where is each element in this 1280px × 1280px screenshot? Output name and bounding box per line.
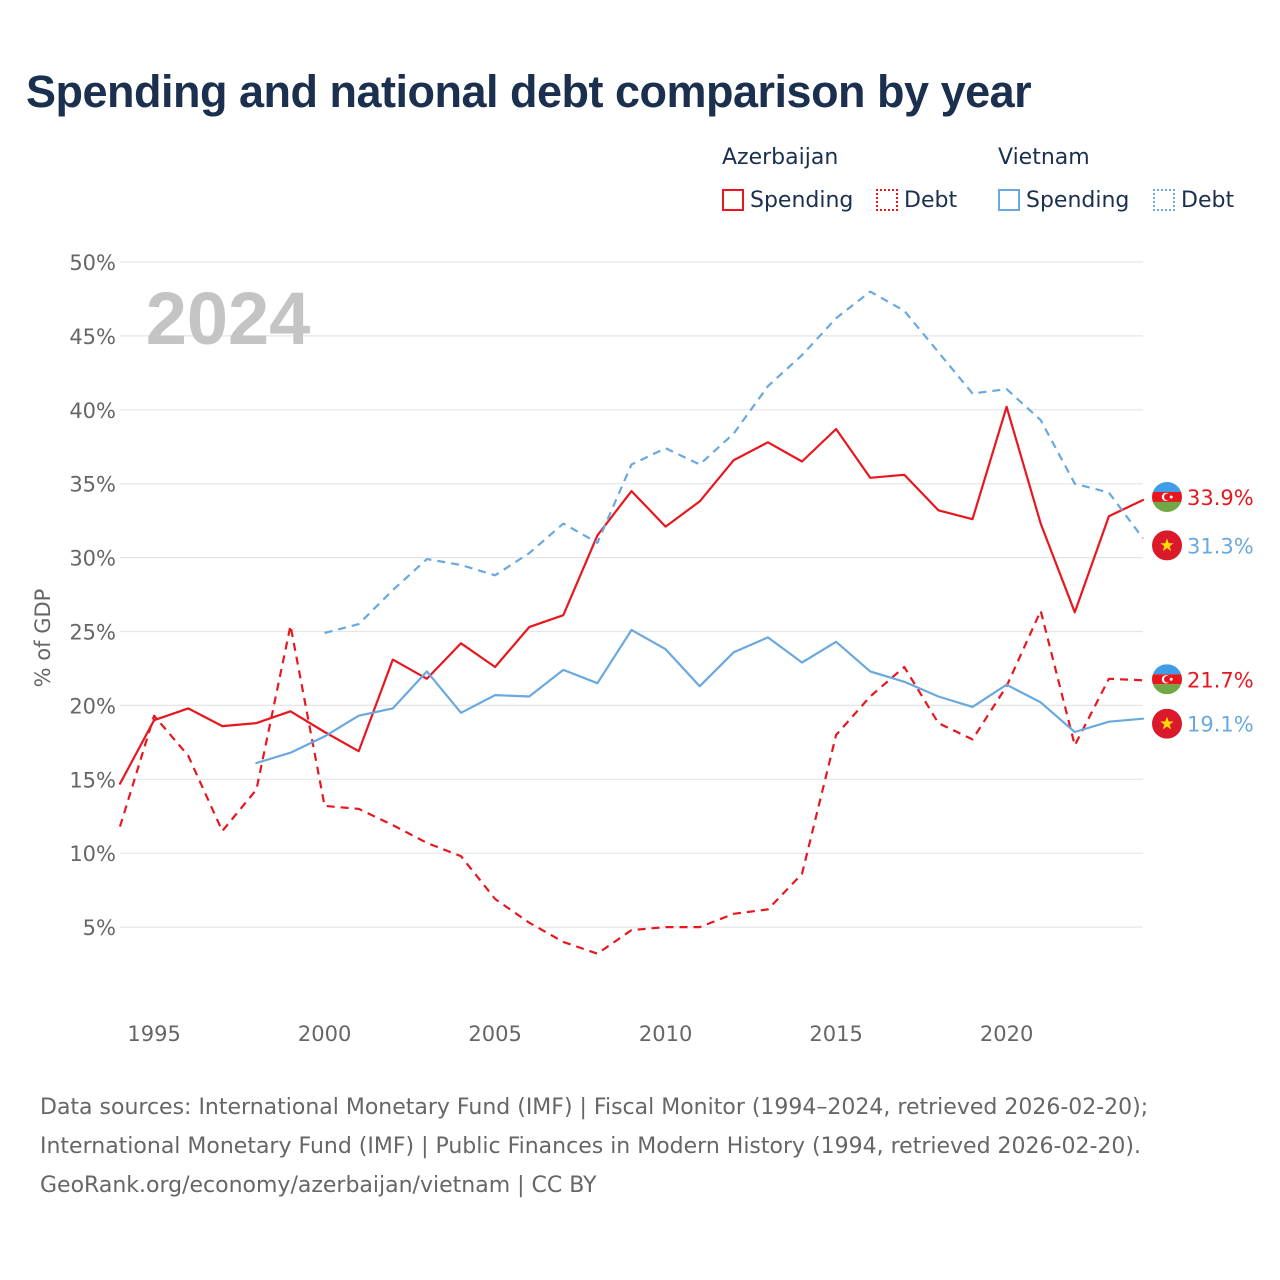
vietnam-spending-end-label: 19.1% [1187, 713, 1254, 737]
azerbaijan-debt-end-label: 21.7% [1187, 668, 1254, 692]
y-axis-ticks: 5% 10% 15% 20% 25% 30% 35% 40% 45% 50% [69, 251, 116, 940]
end-labels: 33.9% 21.7% 19.1% 31.3% [1152, 481, 1254, 739]
y-tick-label: 20% [69, 694, 116, 718]
flag-stripe-blue [1152, 481, 1182, 492]
chart-title: Spending and national debt comparison by… [26, 66, 1032, 117]
legend-label: Spending [1026, 187, 1130, 213]
vietnam-flag-icon [1152, 530, 1182, 561]
flag-stripe-green [1152, 684, 1182, 695]
flag-crescent-inner [1164, 675, 1171, 683]
x-tick-label: 2020 [980, 1022, 1033, 1046]
azerbaijan-spending-end-label: 33.9% [1187, 486, 1254, 510]
y-tick-label: 45% [69, 325, 116, 349]
legend-azerbaijan-spending[interactable]: Spending [722, 186, 853, 214]
flag-stripe-blue [1152, 664, 1182, 675]
y-tick-label: 40% [69, 399, 116, 423]
sources-line-3: GeoRank.org/economy/azerbaijan/vietnam |… [40, 1173, 597, 1198]
x-tick-label: 2010 [639, 1022, 692, 1046]
y-axis-label: % of GDP [31, 589, 55, 688]
azerbaijan-flag-icon [1152, 481, 1182, 512]
azerbaijan-debt-line [118, 609, 1144, 955]
x-tick-label: 2000 [298, 1022, 351, 1046]
legend-label: Spending [750, 187, 854, 213]
flag-body [1152, 708, 1182, 739]
legend-vietnam-debt[interactable]: Debt [1153, 186, 1234, 214]
flag-star [1160, 716, 1174, 730]
legend-label: Debt [904, 187, 958, 213]
y-tick-label: 35% [69, 473, 116, 497]
azerbaijan-flag-icon [1152, 664, 1182, 695]
flag-star [1160, 538, 1174, 552]
x-tick-label: 1995 [127, 1022, 180, 1046]
legend-swatch-dotted [876, 189, 898, 211]
flag-star [1169, 495, 1173, 499]
vietnam-debt-end-label: 31.3% [1187, 534, 1254, 558]
legend-label: Debt [1181, 187, 1235, 213]
x-tick-label: 2005 [468, 1022, 521, 1046]
vietnam-flag-icon [1152, 708, 1182, 739]
series [118, 290, 1145, 955]
legend-azerbaijan-debt[interactable]: Debt [876, 186, 957, 214]
legend-azerbaijan-heading: Azerbaijan [722, 145, 839, 170]
legend-vietnam-heading: Vietnam [998, 145, 1090, 170]
legend-swatch-solid [998, 189, 1020, 211]
y-tick-label: 25% [69, 621, 116, 645]
sources-line-1: Data sources: International Monetary Fun… [40, 1095, 1149, 1120]
y-tick-label: 30% [69, 547, 116, 571]
legend-swatch-solid [722, 189, 744, 211]
sources-note: Data sources: International Monetary Fun… [40, 1088, 1148, 1205]
flag-body [1152, 664, 1182, 695]
legend-vietnam-spending[interactable]: Spending [998, 186, 1129, 214]
gridlines [120, 261, 1143, 928]
x-tick-label: 2015 [809, 1022, 862, 1046]
year-watermark: 2024 [146, 277, 311, 360]
flag-body [1152, 530, 1182, 561]
y-tick-label: 10% [69, 842, 116, 866]
flag-star [1169, 677, 1173, 681]
flag-stripe-green [1152, 501, 1182, 512]
y-tick-label: 50% [69, 251, 116, 275]
y-tick-label: 15% [69, 768, 116, 792]
azerbaijan-spending-line [118, 405, 1145, 785]
x-axis-ticks: 1995 2000 2005 2010 2015 2020 [127, 1022, 1033, 1046]
flag-crescent-inner [1164, 493, 1171, 501]
flag-body [1152, 481, 1182, 512]
y-tick-label: 5% [83, 916, 116, 940]
legend-swatch-dotted [1153, 189, 1175, 211]
sources-line-2: International Monetary Fund (IMF) | Publ… [40, 1134, 1141, 1159]
vietnam-debt-line [324, 290, 1144, 635]
vietnam-spending-line [255, 628, 1145, 765]
